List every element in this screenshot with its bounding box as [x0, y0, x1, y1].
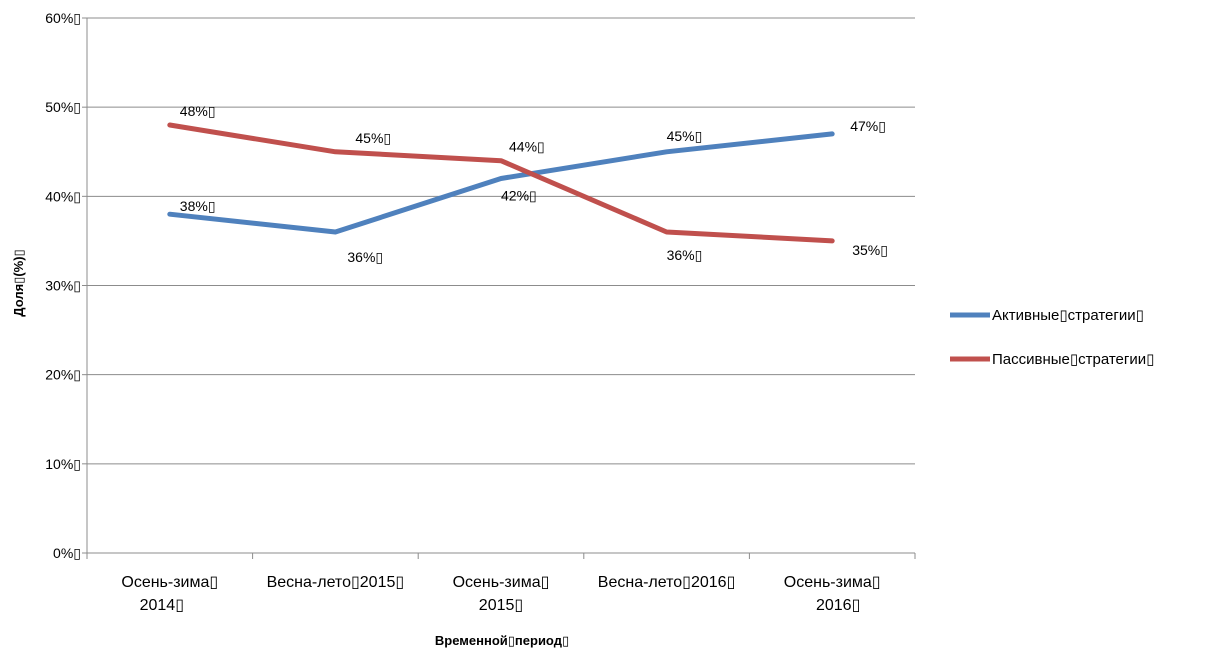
y-tick-label: 60%▯: [45, 10, 81, 26]
legend-label: Пассивные▯стратегии▯: [992, 351, 1154, 368]
series-lines: [167, 122, 835, 244]
x-tick-label: 2015▯: [479, 597, 523, 614]
y-tick-label: 40%▯: [45, 188, 81, 204]
x-tick-label: Осень-зима▯: [121, 574, 218, 591]
data-label: 45%▯: [667, 128, 703, 144]
data-label: 44%▯: [509, 139, 545, 155]
data-label: 36%▯: [667, 247, 703, 263]
y-tick-label: 20%▯: [45, 367, 81, 383]
x-tick-label: 2016▯: [816, 597, 860, 614]
y-axis-title: Доля▯(%)▯: [11, 249, 26, 316]
data-label: 36%▯: [347, 249, 383, 265]
data-label: 42%▯: [501, 188, 537, 204]
data-label: 48%▯: [180, 103, 216, 119]
data-label: 45%▯: [355, 130, 391, 146]
series-line: [167, 122, 835, 244]
y-tick-label: 50%▯: [45, 99, 81, 115]
x-tick-label: Весна-лето▯2016▯: [598, 574, 736, 591]
data-labels: 38%▯ 36%▯ 42%▯ 45%▯ 47%▯ 48%▯ 45%▯ 44%▯ 36%▯ 35%▯: [180, 103, 888, 265]
data-label: 38%▯: [180, 198, 216, 214]
legend: Активные▯стратегии▯ Пассивные▯стратегии▯: [950, 307, 1154, 368]
x-tick-label: Весна-лето▯2015▯: [267, 574, 405, 591]
x-tick-label: Осень-зима▯: [453, 574, 550, 591]
legend-label: Активные▯стратегии▯: [992, 307, 1144, 324]
x-tick-label: Осень-зима▯: [784, 574, 881, 591]
series-line: [167, 131, 835, 235]
x-tick-label: 2014▯: [140, 597, 184, 614]
y-tick-label: 0%▯: [53, 545, 81, 561]
data-label: 35%▯: [852, 242, 888, 258]
y-tick-label: 30%▯: [45, 278, 81, 294]
gridlines: [87, 17, 915, 465]
x-axis-title: Временной▯период▯: [435, 633, 569, 648]
axes: 0%▯ 10%▯ 20%▯ 30%▯ 40%▯ 50%▯ 60%▯ Осень-зима▯ 20…: [45, 10, 916, 614]
y-tick-label: 10%▯: [45, 456, 81, 472]
data-label: 47%▯: [850, 118, 886, 134]
